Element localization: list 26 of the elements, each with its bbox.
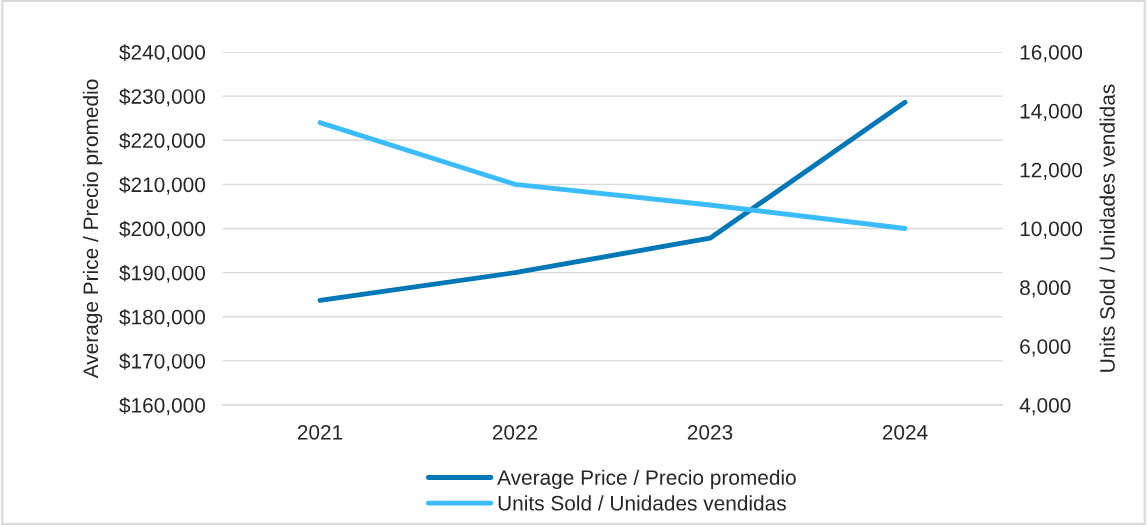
- y2-axis-title: Units Sold / Unidades vendidas: [1099, 84, 1115, 372]
- y-tick-label: $180,000: [119, 308, 206, 327]
- y2-tick-label: 6,000: [1020, 339, 1071, 357]
- y-tick-label: $240,000: [119, 44, 206, 63]
- y-tick-label: $160,000: [119, 397, 206, 416]
- y-tick-label: $220,000: [119, 132, 206, 151]
- y2-tick-label: 16,000: [1020, 45, 1083, 63]
- line-series: [317, 120, 908, 231]
- y2-tick-label: 12,000: [1020, 162, 1083, 180]
- x-tick-label: 2022: [492, 424, 538, 440]
- legend-label: Average Price / Precio promedio: [497, 469, 796, 490]
- y-tick-label: $190,000: [119, 264, 206, 283]
- y2-tick-label: 14,000: [1020, 103, 1083, 122]
- y-tick-label: $170,000: [119, 353, 206, 372]
- legend-label: Units Sold / Unidades vendidas: [498, 495, 786, 511]
- y2-tick-label: 4,000: [1019, 398, 1071, 416]
- y2-tick-label: 8,000: [1020, 280, 1071, 298]
- y2-tick-label: 10,000: [1020, 221, 1083, 239]
- x-tick-label: 2024: [882, 424, 928, 440]
- y-tick-label: $230,000: [119, 88, 206, 107]
- y-tick-label: $200,000: [119, 220, 206, 239]
- y-tick-label: $210,000: [119, 176, 206, 195]
- y-axis-title: Average Price / Precio promedio: [82, 79, 103, 379]
- line-series: [317, 99, 908, 303]
- x-tick-label: 2021: [297, 424, 343, 440]
- x-tick-label: 2023: [687, 424, 733, 440]
